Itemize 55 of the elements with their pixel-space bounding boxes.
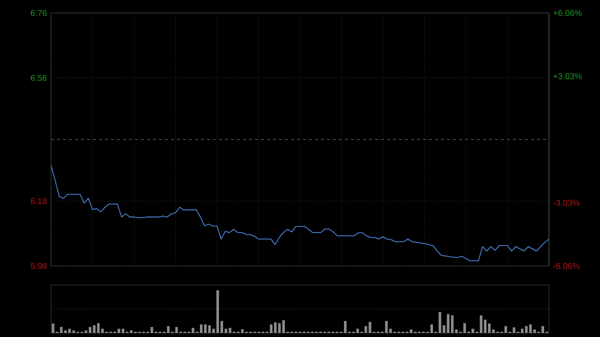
bar bbox=[356, 328, 359, 333]
y2-tick-label: -6.06% bbox=[553, 262, 580, 269]
bar bbox=[488, 324, 491, 333]
bar bbox=[130, 330, 133, 333]
bar bbox=[68, 328, 71, 333]
bar bbox=[364, 326, 368, 333]
bar bbox=[97, 323, 100, 333]
bar bbox=[520, 328, 524, 333]
bar bbox=[228, 328, 232, 333]
bar bbox=[208, 325, 211, 333]
bar bbox=[480, 315, 482, 333]
bar bbox=[525, 326, 528, 333]
bar bbox=[542, 326, 544, 333]
bar bbox=[446, 314, 450, 333]
bar bbox=[92, 325, 96, 333]
y-tick-label: 6.56 bbox=[30, 74, 47, 81]
bar bbox=[84, 330, 88, 333]
bar bbox=[118, 328, 120, 333]
bar bbox=[344, 320, 347, 333]
y2-tick-label: +3.03% bbox=[553, 73, 582, 80]
bar bbox=[529, 324, 532, 333]
bar bbox=[216, 290, 219, 333]
bar bbox=[175, 326, 178, 333]
bar bbox=[167, 326, 170, 333]
bar bbox=[368, 322, 372, 333]
bar bbox=[472, 328, 474, 333]
bar bbox=[512, 327, 516, 333]
bar bbox=[450, 315, 454, 333]
bar bbox=[192, 328, 194, 333]
bar bbox=[278, 323, 281, 333]
bar bbox=[200, 324, 203, 333]
bar bbox=[52, 324, 54, 333]
bar bbox=[64, 330, 67, 333]
bar bbox=[504, 326, 508, 333]
y2-tick-label: -3.03% bbox=[553, 200, 580, 206]
bar bbox=[60, 326, 63, 333]
bar bbox=[410, 330, 412, 333]
bar bbox=[274, 322, 277, 333]
bar bbox=[72, 330, 75, 333]
bar bbox=[122, 328, 124, 333]
bar bbox=[88, 326, 92, 333]
y2-tick-label: +6.06% bbox=[553, 10, 582, 16]
bar bbox=[241, 329, 244, 333]
bar bbox=[430, 324, 433, 333]
bar bbox=[282, 320, 285, 333]
bar bbox=[463, 323, 466, 333]
bar bbox=[204, 324, 207, 333]
bar bbox=[385, 320, 388, 333]
bar bbox=[484, 320, 487, 333]
y-tick-label: 5.98 bbox=[30, 262, 47, 269]
bar bbox=[270, 324, 272, 333]
y-tick-label: 6.76 bbox=[30, 10, 47, 16]
y-tick-label: 6.18 bbox=[30, 198, 47, 204]
bar bbox=[438, 312, 442, 333]
bar bbox=[150, 326, 154, 333]
